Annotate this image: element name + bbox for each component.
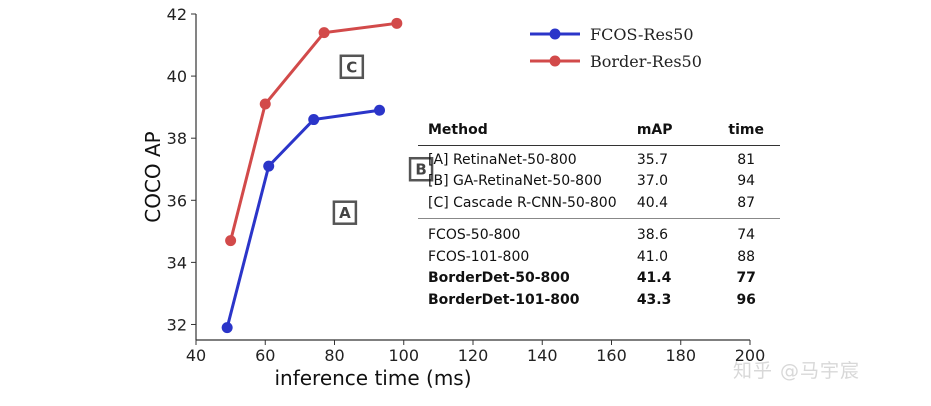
series-point-1 — [221, 322, 233, 334]
legend-marker-2 — [549, 55, 561, 67]
legend-label-2: Border-Res50 — [590, 52, 702, 71]
table-row: [B] GA-RetinaNet-50-800 37.0 94 — [418, 171, 780, 193]
y-tick-label: 32 — [167, 315, 187, 334]
cell-time: 88 — [737, 248, 756, 265]
cell-map: 43.3 — [636, 291, 672, 308]
series-point-2 — [259, 98, 271, 110]
table-row: [C] Cascade R-CNN-50-800 40.4 87 — [418, 192, 780, 214]
y-tick-label: 36 — [167, 191, 187, 210]
cell-method: FCOS-101-800 — [428, 248, 530, 265]
cell-method: [A] RetinaNet-50-800 — [428, 151, 577, 168]
cell-map: 41.0 — [636, 248, 668, 265]
table-row: FCOS-101-800 41.0 88 — [418, 246, 780, 268]
cell-map: 40.4 — [636, 194, 668, 211]
annotation-label: B — [415, 161, 426, 179]
x-tick-label: 140 — [527, 346, 558, 365]
annotation-box — [408, 156, 434, 182]
header-map: mAP — [636, 122, 673, 138]
annotation-label: C — [346, 58, 357, 76]
cell-map: 41.4 — [636, 270, 672, 287]
cell-time: 74 — [737, 227, 756, 244]
cell-time: 94 — [737, 173, 756, 190]
table-row: [A] RetinaNet-50-800 35.7 81 — [418, 149, 780, 171]
y-tick-label: 40 — [167, 67, 187, 86]
table-rule-top — [418, 145, 780, 146]
annotation-label: A — [339, 204, 351, 222]
y-tick-label: 38 — [167, 129, 187, 148]
series-point-2 — [391, 17, 403, 29]
legend-label-1: FCOS-Res50 — [590, 25, 694, 44]
series-point-1 — [374, 104, 386, 116]
cell-method: [B] GA-RetinaNet-50-800 — [428, 173, 602, 190]
table-header-row: Method mAP time — [418, 118, 780, 142]
x-tick-label: 120 — [458, 346, 489, 365]
y-tick-label: 42 — [167, 5, 187, 24]
cell-map: 35.7 — [636, 151, 668, 168]
cell-method: BorderDet-101-800 — [428, 291, 580, 308]
x-tick-label: 200 — [735, 346, 766, 365]
watermark: 知乎 @马宇宸 — [733, 360, 861, 382]
cell-time: 81 — [737, 151, 756, 168]
table-row: FCOS-50-800 38.6 74 — [418, 225, 780, 247]
x-tick-label: 160 — [596, 346, 627, 365]
results-table: Method mAP time [A] RetinaNet-50-800 35.… — [418, 118, 780, 311]
series-point-2 — [318, 27, 330, 39]
cell-time: 77 — [736, 270, 756, 287]
x-tick-label: 40 — [186, 346, 206, 365]
cell-time: 96 — [736, 291, 756, 308]
cell-method: FCOS-50-800 — [428, 227, 521, 244]
cell-method: [C] Cascade R-CNN-50-800 — [428, 194, 617, 211]
cell-map: 37.0 — [636, 173, 668, 190]
y-axis-title: COCO AP — [141, 131, 165, 223]
cell-method: BorderDet-50-800 — [428, 270, 570, 287]
legend-marker-1 — [549, 28, 561, 40]
x-tick-label: 100 — [388, 346, 419, 365]
x-tick-label: 80 — [324, 346, 344, 365]
annotation-box — [332, 200, 358, 225]
table-row: BorderDet-101-800 43.3 96 — [418, 289, 780, 311]
annotation-box — [339, 54, 365, 80]
x-axis-title: inference time (ms) — [274, 366, 471, 390]
header-method: Method — [428, 122, 488, 138]
series-point-1 — [308, 114, 320, 126]
table-rule-mid — [418, 217, 780, 219]
y-tick-label: 34 — [167, 253, 187, 272]
series-line-1 — [225, 108, 380, 328]
header-time: time — [728, 122, 764, 138]
cell-time: 87 — [737, 194, 756, 211]
series-point-1 — [263, 160, 275, 172]
x-tick-label: 180 — [665, 346, 696, 365]
series-point-2 — [225, 235, 237, 247]
cell-map: 38.6 — [636, 227, 668, 244]
x-tick-label: 60 — [255, 346, 275, 365]
table-row: BorderDet-50-800 41.4 77 — [418, 268, 780, 290]
series-line-2 — [229, 21, 398, 242]
